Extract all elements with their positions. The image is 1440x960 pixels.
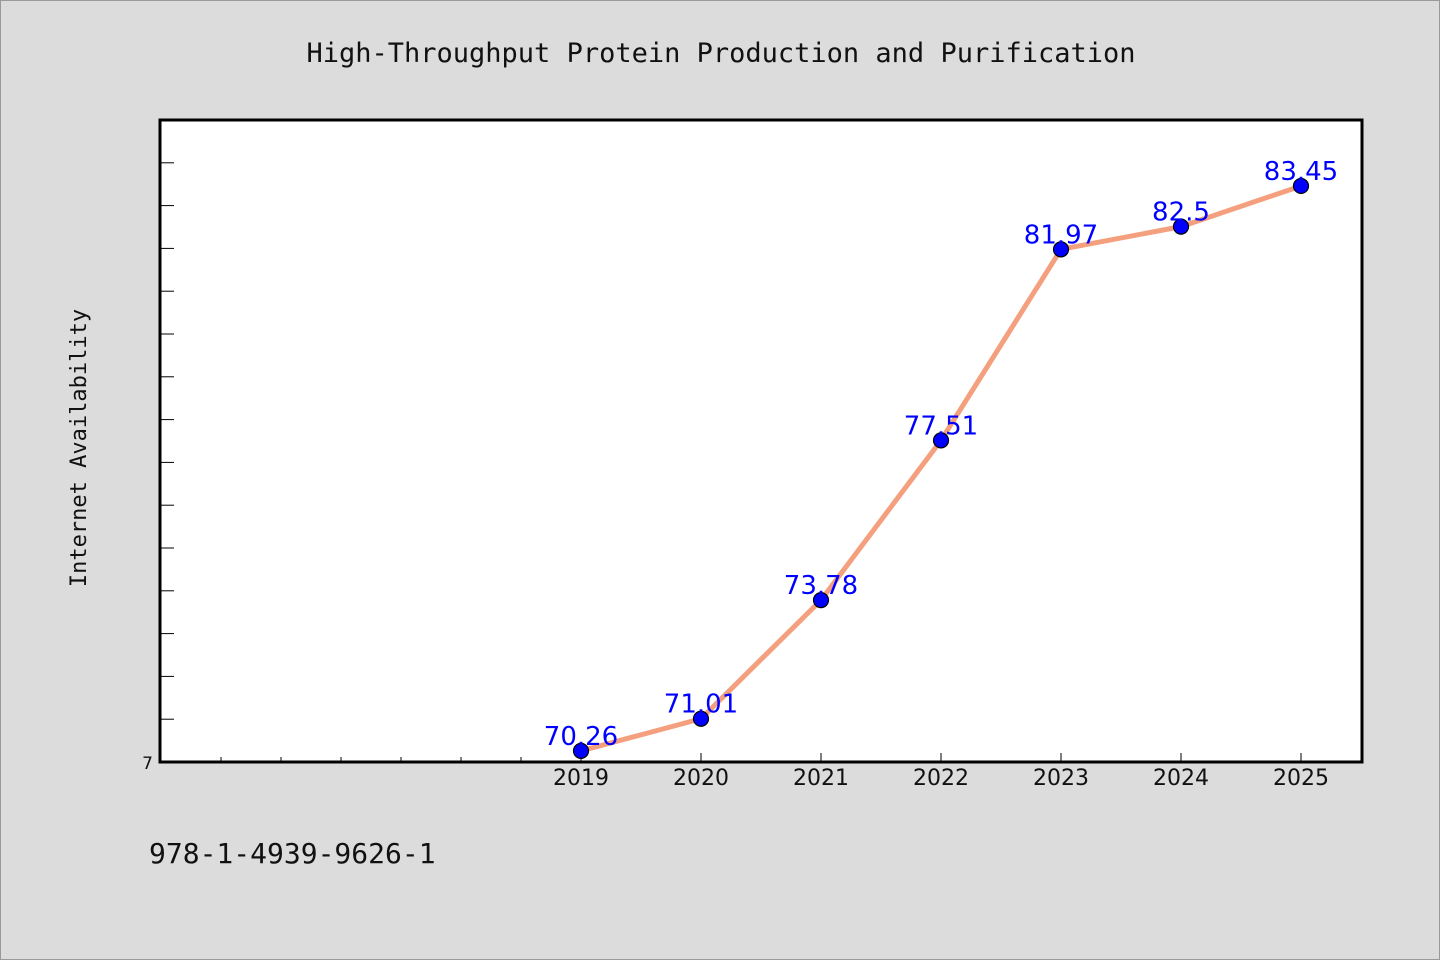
x-tick-label: 2025 <box>1273 766 1329 791</box>
x-tick-label: 2022 <box>913 766 969 791</box>
x-tick-label: 2021 <box>793 766 849 791</box>
data-point <box>1292 177 1310 195</box>
x-tick-labels: 2019 2020 2021 2022 2023 2024 2025 <box>553 766 1329 791</box>
data-point <box>1052 241 1070 258</box>
x-axis-minor-ticks <box>220 757 522 762</box>
data-label: 82.5 <box>1152 198 1210 228</box>
x-tick-label: 2023 <box>1033 766 1089 791</box>
data-labels: 70.26 71.01 73.78 77.51 81.97 82.5 83.45 <box>544 157 1338 752</box>
y-axis-ticks <box>160 162 174 763</box>
data-label: 70.26 <box>544 722 618 752</box>
data-label: 83.45 <box>1264 157 1338 187</box>
data-label: 71.01 <box>664 690 738 720</box>
data-point <box>572 742 590 759</box>
data-point <box>692 710 710 727</box>
data-label: 73.78 <box>784 571 858 601</box>
data-label: 77.51 <box>904 411 978 441</box>
data-point <box>1172 218 1190 235</box>
isbn-label: 978-1-4939-9626-1 <box>149 837 436 870</box>
x-tick-label: 2024 <box>1153 766 1209 791</box>
data-point <box>812 592 830 609</box>
chart-title: High-Throughput Protein Production and P… <box>306 38 1135 69</box>
plot-area <box>158 118 1364 764</box>
data-point <box>932 432 950 449</box>
x-tick-label: 2020 <box>673 766 729 791</box>
y-tick-label: 7 <box>142 754 153 774</box>
y-axis-label: Internet Availability <box>67 309 92 587</box>
x-tick-label: 2019 <box>553 766 609 791</box>
data-label: 81.97 <box>1024 220 1098 250</box>
series-points <box>572 177 1310 759</box>
